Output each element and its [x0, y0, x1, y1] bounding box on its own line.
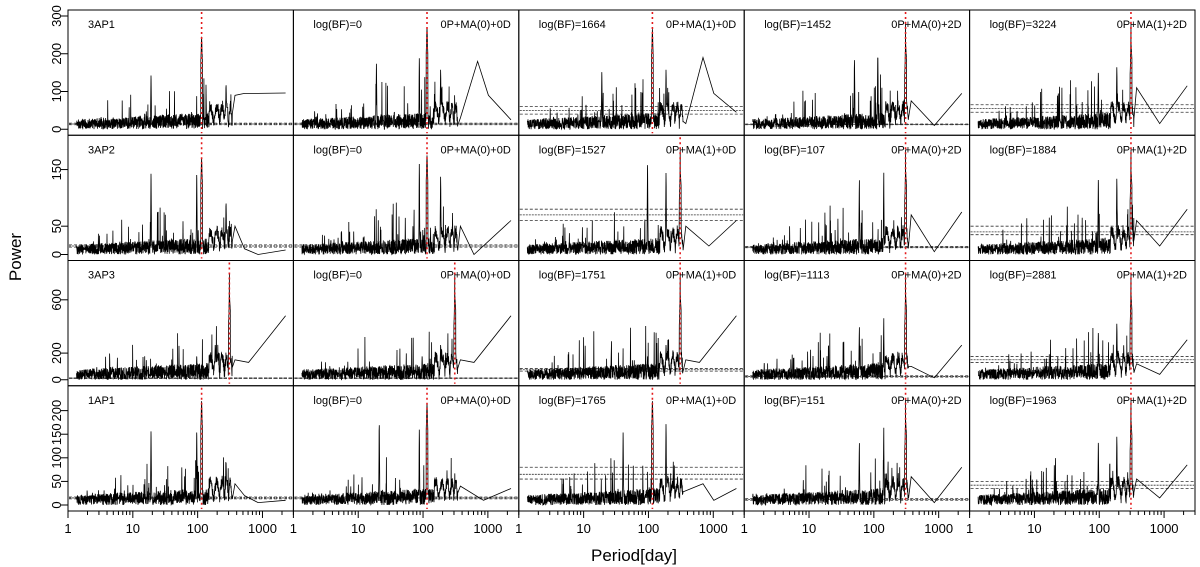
x-tick-label: 1: [966, 521, 973, 536]
x-axis-title: Period[day]: [591, 546, 677, 565]
panel-label: log(BF)=1664: [539, 19, 606, 31]
periodogram-line: [752, 398, 963, 506]
periodogram-line: [301, 273, 512, 381]
periodogram-line: [76, 273, 286, 381]
panel-label: log(BF)=2881: [990, 270, 1057, 282]
panel-model-label: 0P+MA(0)+2D: [891, 395, 961, 407]
y-tick-label: 300: [49, 5, 64, 27]
periodogram-line: [301, 27, 512, 130]
y-axis-title: Power: [6, 233, 25, 282]
y-tick-label: 0: [49, 126, 64, 133]
periodogram-line: [526, 29, 737, 131]
y-tick-label: 0: [49, 376, 64, 383]
panel-label: log(BF)=1884: [990, 144, 1057, 156]
panel-model-label: 0P+MA(0)+0D: [440, 395, 510, 407]
panel-label: log(BF)=0: [313, 19, 362, 31]
panel-label: log(BF)=0: [313, 270, 362, 282]
x-tick-label: 10: [351, 521, 365, 536]
x-tick-label: 1: [290, 521, 297, 536]
y-tick-label: 50: [49, 219, 64, 233]
periodogram-line: [977, 398, 1188, 507]
panel-model-label: 0P+MA(0)+0D: [440, 19, 510, 31]
panel-model-label: 0P+MA(1)+2D: [1117, 395, 1187, 407]
periodogram-line: [301, 155, 512, 256]
panel-label: log(BF)=0: [313, 395, 362, 407]
periodogram-line: [526, 401, 737, 507]
y-tick-label: 150: [49, 423, 64, 445]
panel-model-label: 0P+MA(1)+2D: [1117, 144, 1187, 156]
panel-model-label: 0P+MA(0)+0D: [440, 270, 510, 282]
x-tick-label: 1: [64, 521, 71, 536]
x-tick-label: 1: [741, 521, 748, 536]
y-tick-label: 600: [49, 289, 64, 311]
y-tick-label: 150: [49, 159, 64, 181]
panel-label: log(BF)=0: [313, 144, 362, 156]
y-tick-label: 50: [49, 474, 64, 488]
panel-model-label: 0P+MA(1)+0D: [666, 270, 736, 282]
x-tick-label: 100: [863, 521, 885, 536]
x-tick-label: 10: [126, 521, 140, 536]
panel-model-label: 0P+MA(0)+2D: [891, 270, 961, 282]
periodogram-line: [752, 149, 963, 255]
y-tick-label: 100: [49, 81, 64, 103]
x-tick-label: 1000: [248, 521, 277, 536]
x-tick-label: 100: [1088, 521, 1110, 536]
panel-model-label: 0P+MA(0)+0D: [440, 144, 510, 156]
panel-label: log(BF)=1765: [539, 395, 606, 407]
periodogram-line: [977, 273, 1188, 381]
x-tick-label: 10: [576, 521, 590, 536]
panel-label: log(BF)=3224: [990, 19, 1057, 31]
periodogram-line: [76, 158, 286, 255]
y-tick-label: 100: [49, 447, 64, 469]
periodogram-line: [301, 403, 512, 506]
panel-model-label: 0P+MA(0)+2D: [891, 19, 961, 31]
panel-model-label: 0P+MA(1)+0D: [666, 395, 736, 407]
panel-model-label: 0P+MA(1)+0D: [666, 144, 736, 156]
panel-model-label: 0P+MA(1)+2D: [1117, 19, 1187, 31]
panel-label: log(BF)=1527: [539, 144, 606, 156]
x-tick-label: 1000: [1150, 521, 1179, 536]
periodogram-line: [76, 36, 286, 130]
x-tick-label: 100: [187, 521, 209, 536]
panel-frame: [969, 385, 1196, 512]
periodogram-line: [526, 149, 737, 255]
periodogram-line: [526, 273, 737, 381]
panel-label: 1AP1: [88, 395, 115, 407]
y-tick-label: 200: [49, 400, 64, 422]
x-tick-label: 1: [515, 521, 522, 536]
x-tick-label: 100: [412, 521, 434, 536]
periodogram-line: [752, 273, 963, 381]
y-tick-label: 200: [49, 342, 64, 364]
panel-label: log(BF)=1963: [990, 395, 1057, 407]
periodogram-line: [752, 21, 963, 130]
panel-label: 3AP2: [88, 144, 115, 156]
panel-model-label: 0P+MA(1)+2D: [1117, 270, 1187, 282]
panel-label: 3AP3: [88, 270, 115, 282]
panel-label: log(BF)=107: [764, 144, 825, 156]
x-tick-label: 1000: [699, 521, 728, 536]
periodogram-line: [977, 21, 1188, 130]
panel-label: log(BF)=1113: [764, 270, 829, 282]
panel-label: log(BF)=1751: [539, 270, 606, 282]
x-tick-label: 1000: [473, 521, 502, 536]
periodogram-line: [977, 149, 1188, 256]
panel-label: log(BF)=151: [764, 395, 825, 407]
panel-model-label: 0P+MA(1)+0D: [666, 19, 736, 31]
x-tick-label: 10: [1027, 521, 1041, 536]
x-tick-label: 10: [802, 521, 816, 536]
y-tick-label: 0: [49, 501, 64, 508]
y-tick-label: 200: [49, 43, 64, 65]
x-tick-label: 100: [638, 521, 660, 536]
x-tick-label: 1000: [924, 521, 953, 536]
periodogram-line: [76, 401, 286, 506]
panel-model-label: 0P+MA(0)+2D: [891, 144, 961, 156]
panel-label: 3AP1: [88, 19, 115, 31]
panel-label: log(BF)=1452: [764, 19, 831, 31]
y-tick-label: 0: [49, 251, 64, 258]
